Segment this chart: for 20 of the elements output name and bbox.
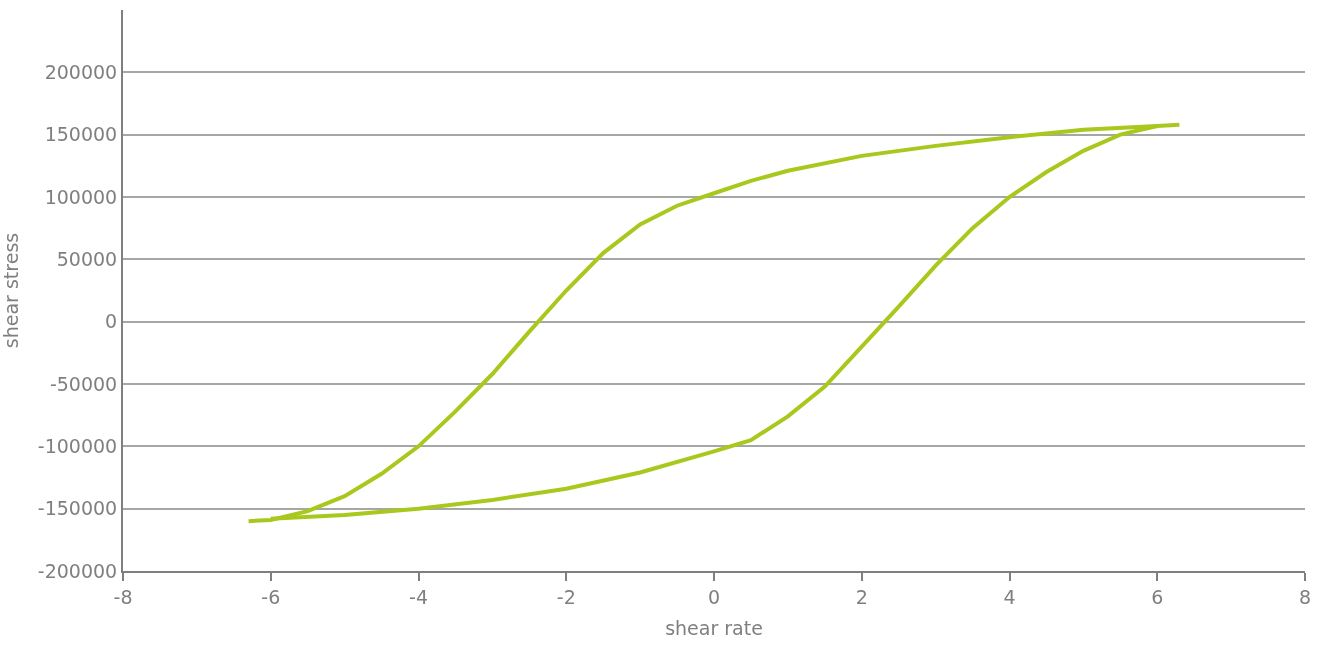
y-tick-label: 50000 <box>56 247 118 270</box>
x-tick-label: 4 <box>1003 585 1016 608</box>
x-tick-label: -2 <box>556 585 576 608</box>
y-tick-label: -150000 <box>37 497 118 520</box>
y-tick-label: 100000 <box>44 185 118 208</box>
x-tick-label: 8 <box>1298 585 1312 608</box>
x-tick-label: 2 <box>855 585 868 608</box>
y-tick-label: -50000 <box>49 372 118 395</box>
x-tick-label: -4 <box>409 585 428 608</box>
y-tick-label: -200000 <box>37 559 118 582</box>
x-axis-title: shear rate <box>665 617 763 640</box>
y-tick-label: -100000 <box>37 434 118 457</box>
x-tick-label: -6 <box>261 585 281 608</box>
y-tick-label: 150000 <box>44 123 118 146</box>
x-tick-label: 0 <box>707 585 721 608</box>
x-tick-label: 6 <box>1151 585 1164 608</box>
y-axis-title: shear stress <box>0 232 22 349</box>
y-tick-label: 0 <box>105 310 118 333</box>
x-tick-label: -8 <box>113 585 133 608</box>
y-tick-label: 200000 <box>44 60 118 83</box>
